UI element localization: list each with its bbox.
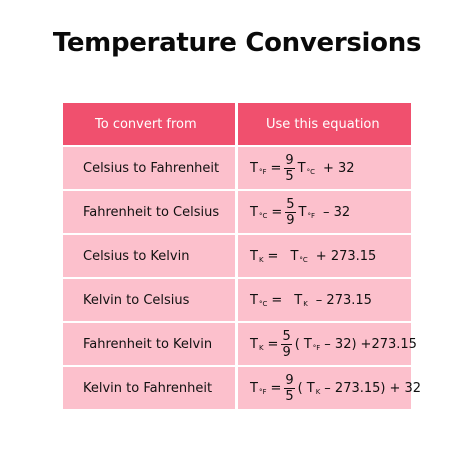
eq-lhs: T [250,160,258,176]
eq-equals: = [270,380,282,396]
eq-var: T [306,380,315,396]
eq-fraction: 9 5 [284,372,295,404]
row-label: Celsius to Fahrenheit [63,147,235,189]
eq-rest: – 273.15 [315,292,372,308]
eq-denominator: 5 [285,388,294,404]
eq-lhs-sub: °C [258,212,268,220]
table-row: Celsius to Fahrenheit T °F = 9 5 T °C + 32 [63,147,411,189]
eq-lhs: T [250,380,258,396]
eq-var-sub: K [315,388,321,396]
conversion-table: To convert from Use this equation Celsiu… [63,103,421,411]
eq-numerator: 5 [285,196,296,213]
eq-equals: = [271,292,283,308]
eq-lhs: T [250,336,258,352]
eq-denominator: 9 [282,344,291,360]
eq-lhs: T [250,248,258,264]
eq-var-sub: °F [307,212,316,220]
eq-rest: + 273.15 [315,248,377,264]
eq-var: T [290,248,299,264]
header-cell-from: To convert from [63,103,235,145]
eq-equals: = [270,160,282,176]
eq-open-paren: ( [297,380,303,396]
eq-var: T [297,160,306,176]
equation-cell: T °F = 9 5 T °C + 32 [238,147,411,189]
eq-numerator: 9 [284,372,295,389]
eq-rest: + 32 [389,380,422,396]
eq-var-sub: K [303,300,308,308]
eq-lhs-sub: °F [258,388,267,396]
eq-lhs-sub: °C [258,300,268,308]
equation: T °F = 9 5 T °C + 32 [250,154,355,183]
eq-denominator: 9 [286,212,295,228]
page-title: Temperature Conversions [52,28,422,58]
header-cell-equation: Use this equation [238,103,411,145]
eq-fraction: 5 9 [281,328,292,360]
equation: T °C = 5 9 T °F – 32 [250,198,350,227]
eq-lhs-sub: K [258,344,264,352]
eq-open-paren: ( [294,336,300,352]
row-label: Kelvin to Celsius [63,279,235,321]
row-label: Kelvin to Fahrenheit [63,367,235,409]
eq-var: T [294,292,303,308]
eq-rest: +273.15 [360,336,417,352]
eq-lhs: T [250,292,258,308]
equation-cell: T °C = 5 9 T °F – 32 [238,191,411,233]
eq-var-sub: °F [312,344,321,352]
eq-equals: = [267,336,279,352]
eq-equals: = [267,248,279,264]
eq-equals: = [271,204,283,220]
eq-rest: – 32 [323,204,351,220]
eq-var: T [298,204,307,220]
eq-fraction: 9 5 [284,152,295,184]
eq-rest: + 32 [323,160,355,176]
table-row: Fahrenheit to Celsius T °C = 5 9 T °F – 32 [63,191,411,233]
eq-fraction: 5 9 [285,196,296,228]
eq-lhs-sub: K [258,256,264,264]
eq-numerator: 9 [284,152,295,169]
eq-lhs: T [250,204,258,220]
row-label: Fahrenheit to Celsius [63,191,235,233]
eq-var-sub: °C [306,168,316,176]
eq-inner: – 273.15) [324,380,386,396]
eq-denominator: 5 [285,168,294,184]
eq-numerator: 5 [281,328,292,345]
table-header-row: To convert from Use this equation [63,103,411,145]
eq-inner: – 32) [324,336,357,352]
eq-var: T [303,336,312,352]
row-label: Fahrenheit to Kelvin [63,323,235,365]
row-label: Celsius to Kelvin [63,235,235,277]
eq-var-sub: °C [299,256,308,264]
eq-lhs-sub: °F [258,168,267,176]
